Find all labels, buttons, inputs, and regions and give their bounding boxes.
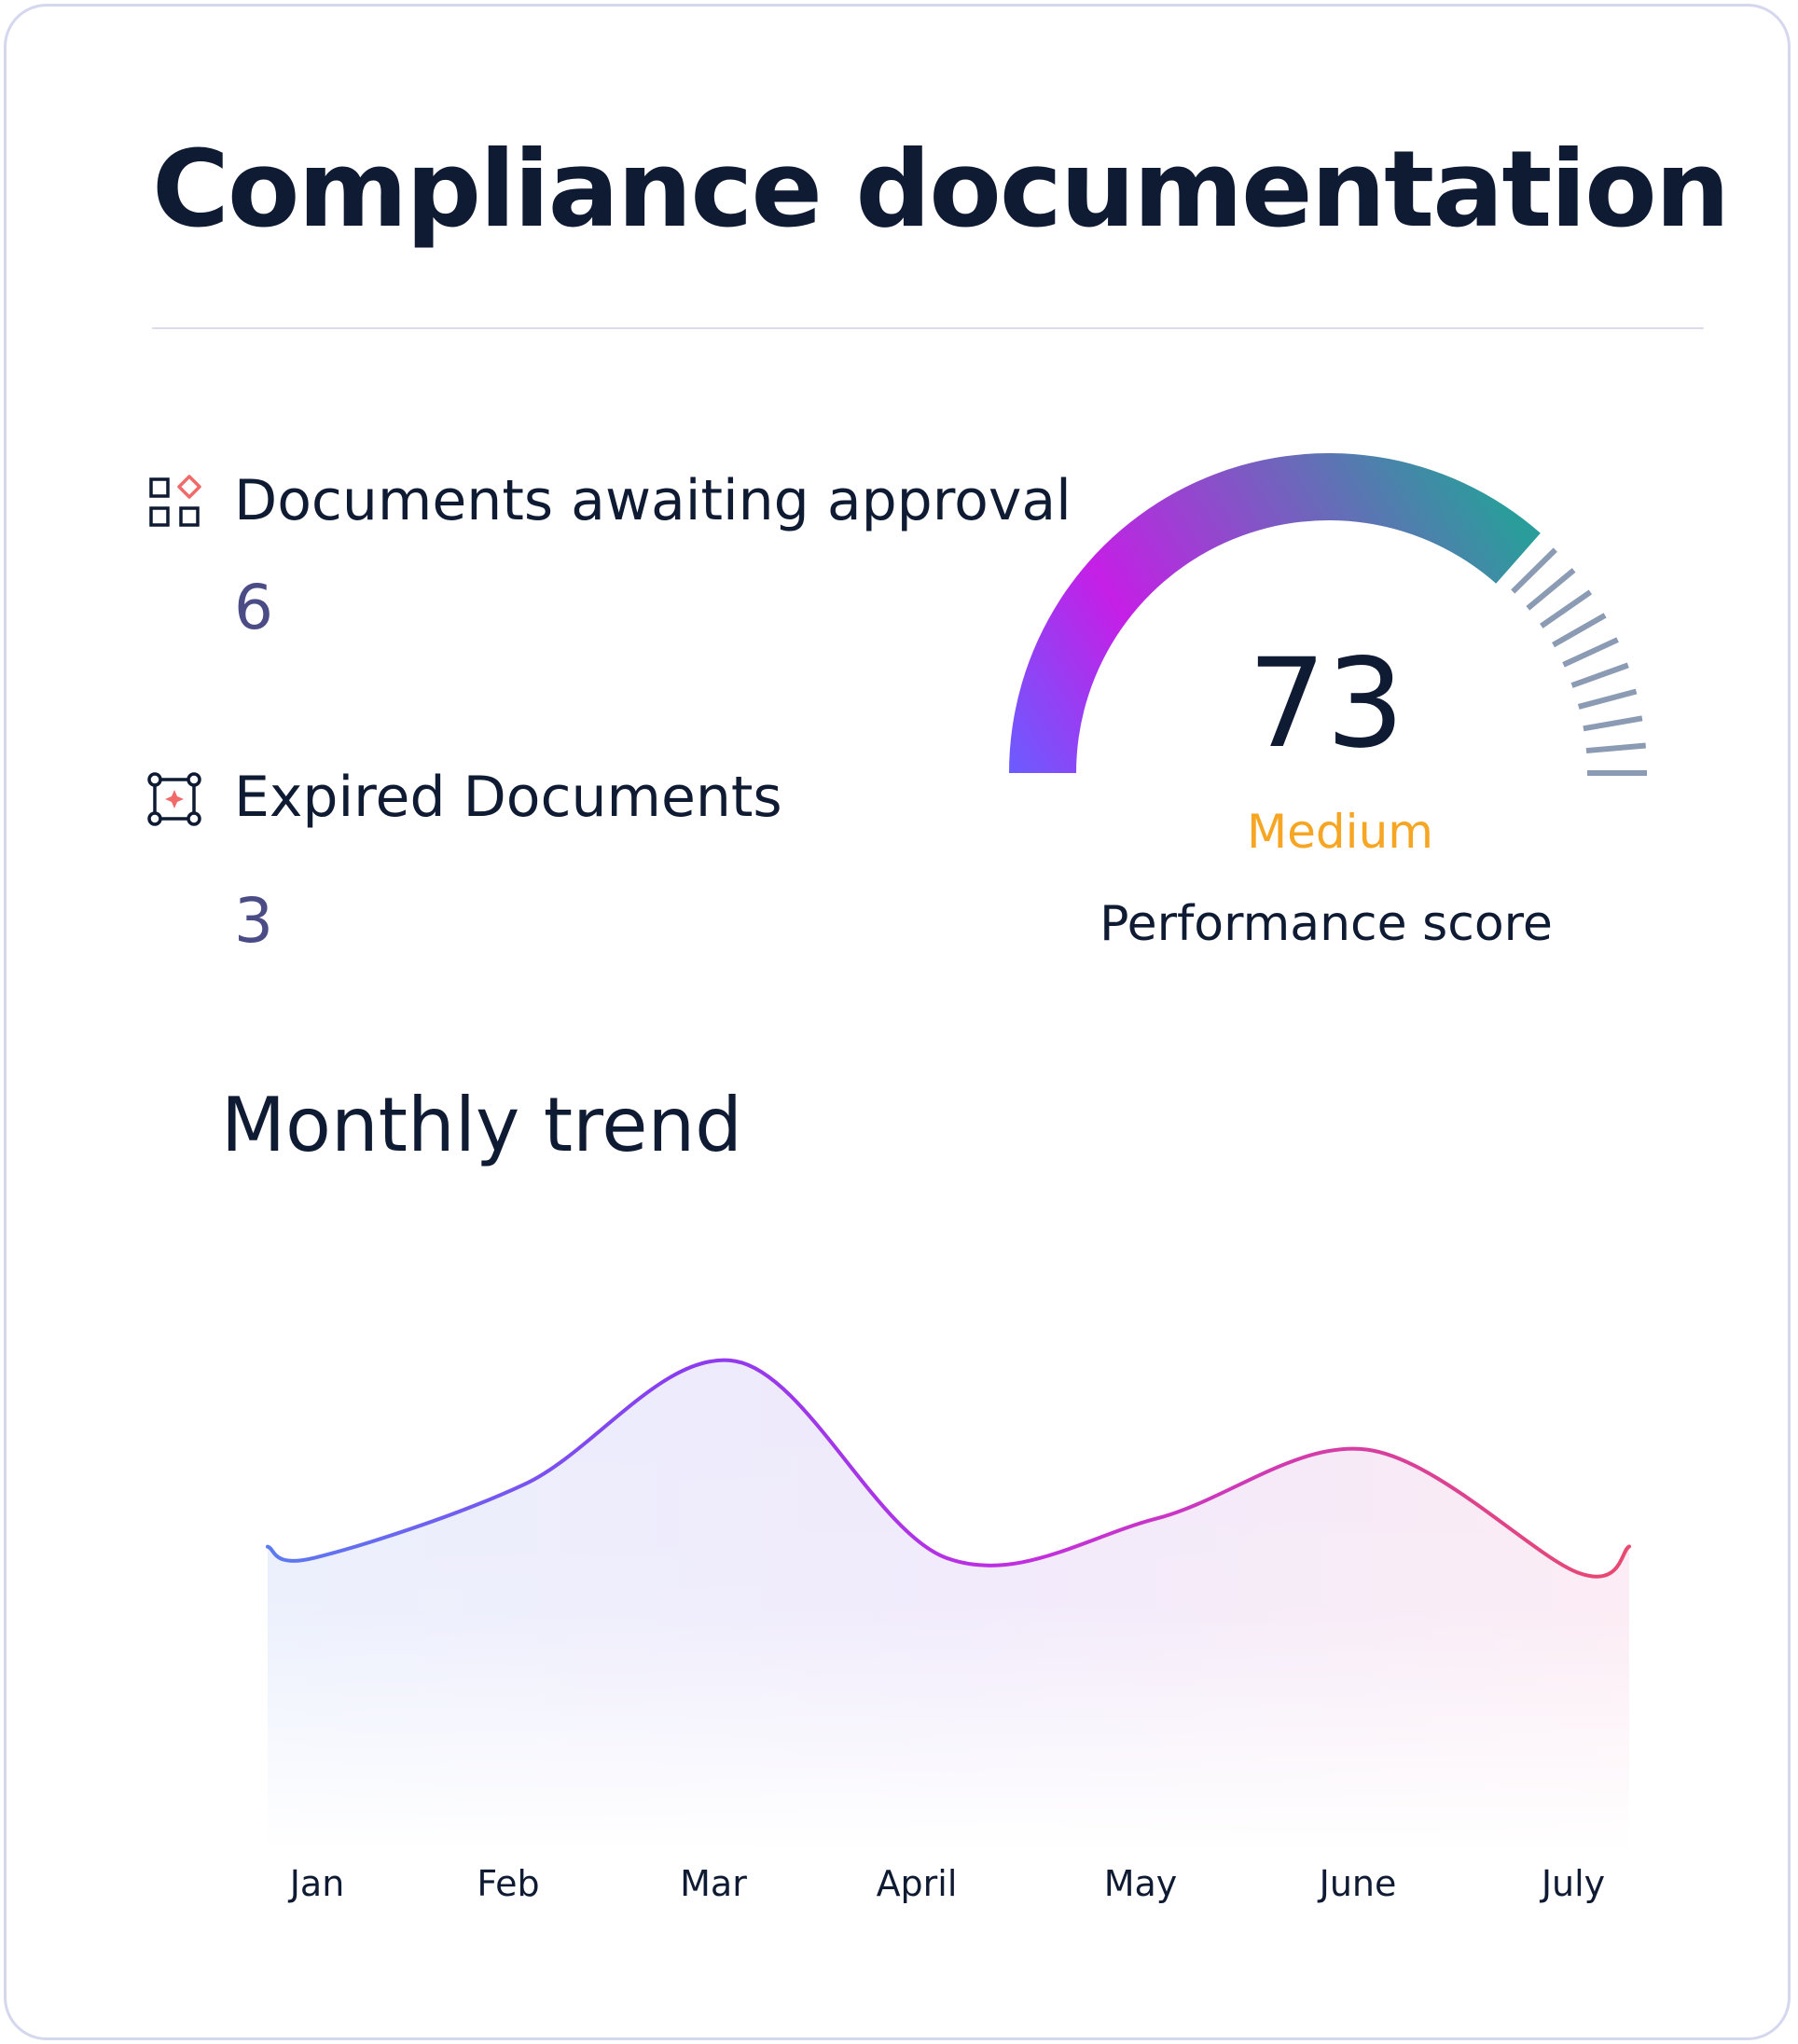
month-label-april: April: [877, 1863, 958, 1904]
gauge-tick: [1570, 662, 1629, 688]
gauge-tick: [1585, 742, 1646, 754]
gauge-tick: [1540, 589, 1593, 628]
card-title: Compliance documentation: [152, 128, 1730, 251]
performance-gauge: [1009, 453, 1647, 776]
trend-area-fill: [268, 1360, 1629, 1853]
month-label-may: May: [1104, 1863, 1178, 1904]
gauge-tick: [1577, 688, 1638, 710]
month-label-feb: Feb: [477, 1863, 539, 1904]
month-label-jan: Jan: [288, 1863, 345, 1904]
compliance-card: Compliance documentation Documents await…: [4, 4, 1791, 2040]
expired-documents-label: Expired Documents: [234, 765, 782, 830]
performance-score-value: 73: [1248, 632, 1404, 776]
gauge-tick: [1552, 613, 1607, 648]
month-label-july: July: [1540, 1863, 1605, 1904]
gauge-remaining-ticks: [1511, 547, 1647, 776]
expired-frame-icon: [147, 772, 201, 826]
title-divider: [152, 327, 1704, 329]
month-axis-labels: Jan Feb Mar April May June July: [288, 1863, 1605, 1904]
awaiting-approval-label: Documents awaiting approval: [234, 468, 1072, 533]
awaiting-approval-value: 6: [234, 572, 273, 643]
trend-line: [266, 1358, 1631, 1579]
month-label-mar: Mar: [680, 1863, 747, 1904]
monthly-trend-chart: Jan Feb Mar April May June July: [266, 1358, 1631, 1904]
gauge-tick: [1526, 568, 1576, 611]
performance-rating: Medium: [1247, 805, 1433, 859]
gauge-tick: [1562, 637, 1619, 668]
expired-documents-value: 3: [234, 885, 273, 957]
gauge-tick: [1511, 547, 1557, 594]
gauge-tick: [1583, 715, 1643, 732]
performance-score-caption: Performance score: [1100, 896, 1553, 952]
month-label-june: June: [1318, 1863, 1397, 1904]
gauge-value-arc: [1009, 453, 1541, 773]
monthly-trend-title: Monthly trend: [221, 1082, 742, 1168]
shapes-icon: [149, 475, 201, 527]
